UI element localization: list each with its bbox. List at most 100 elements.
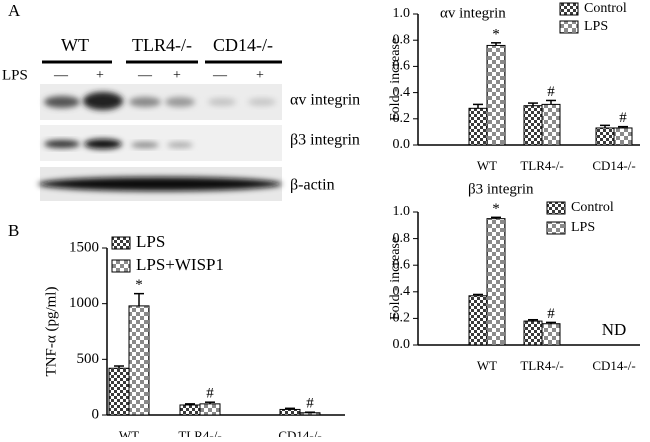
significance-marker: # bbox=[306, 396, 314, 412]
y-tick-label: 0.4 bbox=[393, 85, 411, 100]
error-bar bbox=[305, 411, 315, 413]
error-bar bbox=[528, 102, 538, 106]
y-tick-label: 0.4 bbox=[393, 284, 411, 299]
blot-row-label: β3 integrin bbox=[290, 132, 360, 149]
error-bar bbox=[491, 216, 501, 219]
bar bbox=[595, 127, 615, 146]
legend-label: LPS bbox=[136, 232, 165, 251]
error-bar bbox=[546, 321, 556, 324]
y-tick-label: 0.8 bbox=[393, 32, 411, 47]
blot-row bbox=[40, 125, 282, 161]
y-tick-label: 0.6 bbox=[393, 257, 411, 272]
legend-label: LPS bbox=[571, 220, 595, 235]
y-tick-label: 1500 bbox=[69, 239, 99, 255]
legend-swatch bbox=[559, 20, 579, 34]
significance-marker: * bbox=[492, 201, 500, 217]
y-axis-label: Fold - increase bbox=[388, 38, 403, 121]
error-bar bbox=[114, 365, 124, 369]
lane-label: + bbox=[173, 68, 181, 83]
y-tick-label: 1000 bbox=[69, 295, 99, 311]
bar bbox=[468, 107, 488, 146]
bar bbox=[128, 305, 150, 416]
y-tick-label: 0.8 bbox=[393, 231, 411, 246]
error-bar bbox=[285, 407, 295, 410]
error-bar bbox=[473, 293, 483, 296]
y-tick-label: 500 bbox=[77, 351, 100, 367]
x-tick-label: WT bbox=[119, 428, 139, 437]
blot-row bbox=[38, 167, 282, 201]
y-axis-label: Fold - increase bbox=[388, 237, 403, 320]
blot-row-label: αv integrin bbox=[290, 92, 360, 109]
x-tick-label: WT bbox=[477, 358, 497, 373]
bar bbox=[179, 404, 201, 416]
x-tick-label: WT bbox=[477, 158, 497, 173]
error-bar bbox=[185, 403, 195, 405]
bar bbox=[486, 218, 506, 346]
error-bar bbox=[491, 42, 501, 46]
blot-row-label: β-actin bbox=[290, 177, 335, 194]
x-tick-label: TLR4-/- bbox=[520, 358, 563, 373]
bar bbox=[486, 44, 506, 146]
blot-row bbox=[40, 84, 282, 120]
legend-swatch bbox=[546, 201, 566, 215]
lane-label: — bbox=[137, 68, 153, 83]
legend-label: LPS bbox=[584, 19, 608, 34]
y-tick-label: 0.2 bbox=[393, 111, 411, 126]
error-bar bbox=[134, 292, 144, 306]
blot-group: WT bbox=[61, 35, 89, 55]
bar bbox=[108, 367, 130, 416]
y-tick-label: 0 bbox=[92, 406, 100, 422]
treatment-label: LPS bbox=[2, 67, 28, 83]
y-tick-label: 1.0 bbox=[393, 6, 411, 21]
legend-label: Control bbox=[571, 200, 614, 215]
panel-label: B bbox=[8, 221, 19, 240]
legend-label: Control bbox=[584, 1, 627, 16]
y-tick-label: 0.0 bbox=[393, 137, 411, 152]
blot-group: CD14-/- bbox=[213, 35, 273, 55]
blot-group: TLR4-/- bbox=[132, 35, 192, 55]
bar bbox=[613, 127, 633, 146]
bar bbox=[541, 323, 561, 346]
error-bar bbox=[473, 103, 483, 109]
bar bbox=[299, 412, 321, 416]
lane-label: + bbox=[96, 68, 104, 83]
error-bar bbox=[546, 99, 556, 105]
x-tick-label: CD14-/- bbox=[592, 158, 635, 173]
error-bar bbox=[528, 318, 538, 322]
lane-label: — bbox=[53, 68, 69, 83]
significance-marker: * bbox=[492, 26, 500, 42]
significance-marker: * bbox=[135, 277, 143, 293]
legend-swatch bbox=[111, 259, 131, 273]
y-axis-label: TNF-α (pg/ml) bbox=[43, 287, 59, 377]
legend-label: LPS+WISP1 bbox=[136, 255, 224, 274]
bar bbox=[523, 320, 543, 346]
bar bbox=[541, 103, 561, 146]
chart-title: αv integrin bbox=[440, 5, 506, 21]
bar bbox=[523, 105, 543, 146]
y-tick-label: 0.6 bbox=[393, 59, 411, 74]
lane-label: + bbox=[256, 68, 264, 83]
bar bbox=[468, 295, 488, 346]
y-tick-label: 0.0 bbox=[393, 337, 411, 352]
error-bar bbox=[600, 124, 610, 128]
x-tick-label: TLR4-/- bbox=[178, 428, 221, 437]
lane-label: — bbox=[212, 68, 228, 83]
legend-swatch bbox=[111, 236, 131, 250]
significance-marker: # bbox=[619, 110, 627, 126]
legend-swatch bbox=[546, 221, 566, 235]
error-bar bbox=[205, 401, 215, 404]
significance-marker: # bbox=[547, 84, 555, 100]
error-bar bbox=[618, 125, 628, 128]
y-tick-label: 1.0 bbox=[393, 204, 411, 219]
x-tick-label: CD14-/- bbox=[592, 358, 635, 373]
y-tick-label: 0.2 bbox=[393, 311, 411, 326]
x-tick-label: CD14-/- bbox=[278, 428, 321, 437]
bar bbox=[199, 403, 221, 416]
panel-label: A bbox=[8, 1, 21, 20]
significance-marker: # bbox=[547, 306, 555, 322]
chart-title: β3 integrin bbox=[468, 181, 534, 197]
category-note: ND bbox=[602, 320, 627, 339]
bar bbox=[279, 408, 301, 416]
